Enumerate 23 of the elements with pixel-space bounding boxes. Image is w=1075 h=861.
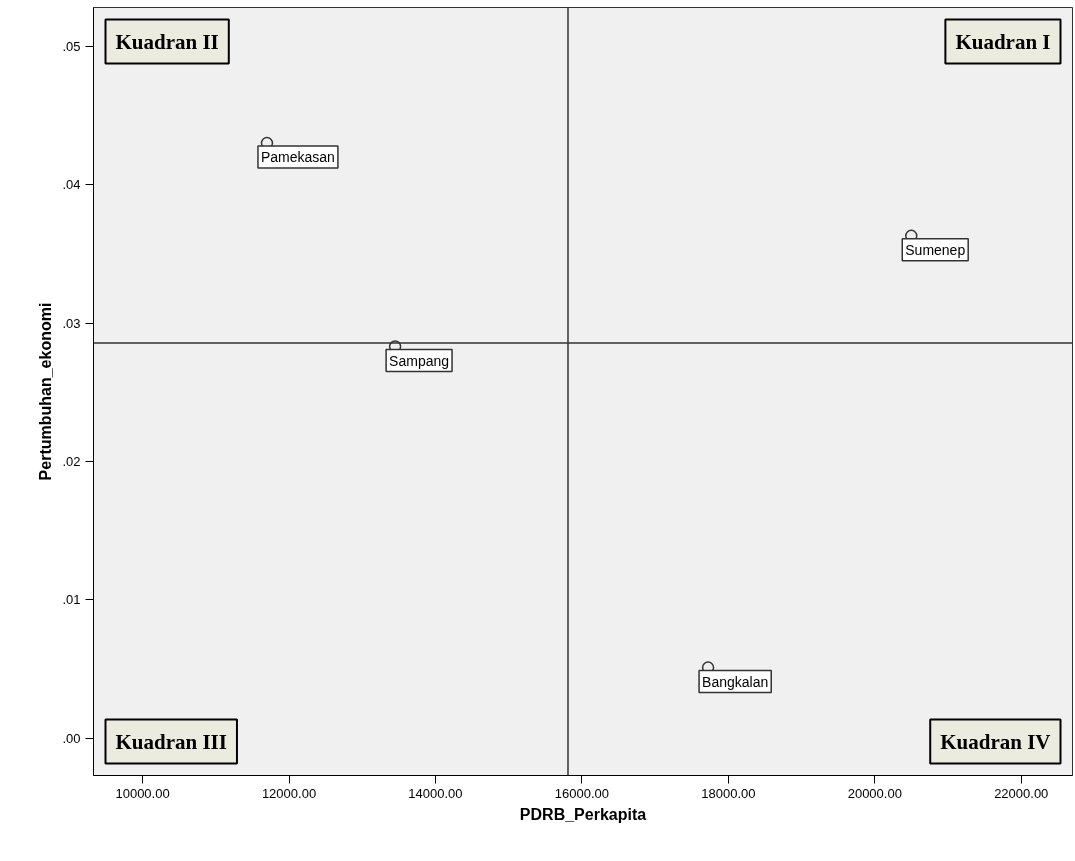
- annotation: Kuadran III: [115, 729, 227, 754]
- y-tick-label: .05: [62, 38, 81, 54]
- y-tick-label: .00: [62, 730, 81, 746]
- x-tick-label: 14000.00: [408, 785, 463, 801]
- y-tick-label: .01: [62, 592, 81, 608]
- x-tick-label: 16000.00: [554, 785, 610, 801]
- annotation: Kuadran IV: [940, 729, 1051, 754]
- annotation: Sumenep: [905, 241, 966, 258]
- x-tick-label: 22000.00: [994, 785, 1049, 801]
- annotation: Bangkalan: [702, 673, 769, 690]
- x-tick-label: 12000.00: [261, 785, 317, 801]
- x-tick-label: 10000.00: [115, 785, 170, 801]
- x-tick-label: 20000.00: [847, 785, 902, 801]
- annotation: Kuadran I: [955, 29, 1051, 54]
- x-tick-label: 18000.00: [701, 785, 756, 801]
- annotation: Sampang: [389, 352, 450, 369]
- x-axis-title: PDRB_Perkapita: [519, 805, 647, 823]
- y-tick-label: .04: [62, 177, 81, 193]
- y-tick-label: .02: [62, 453, 81, 469]
- y-tick-label: .03: [62, 315, 81, 331]
- annotation: Kuadran II: [115, 29, 219, 54]
- annotation: Pamekasan: [260, 149, 335, 166]
- y-axis-title: Pertumbuhan_ekonomi: [37, 302, 55, 481]
